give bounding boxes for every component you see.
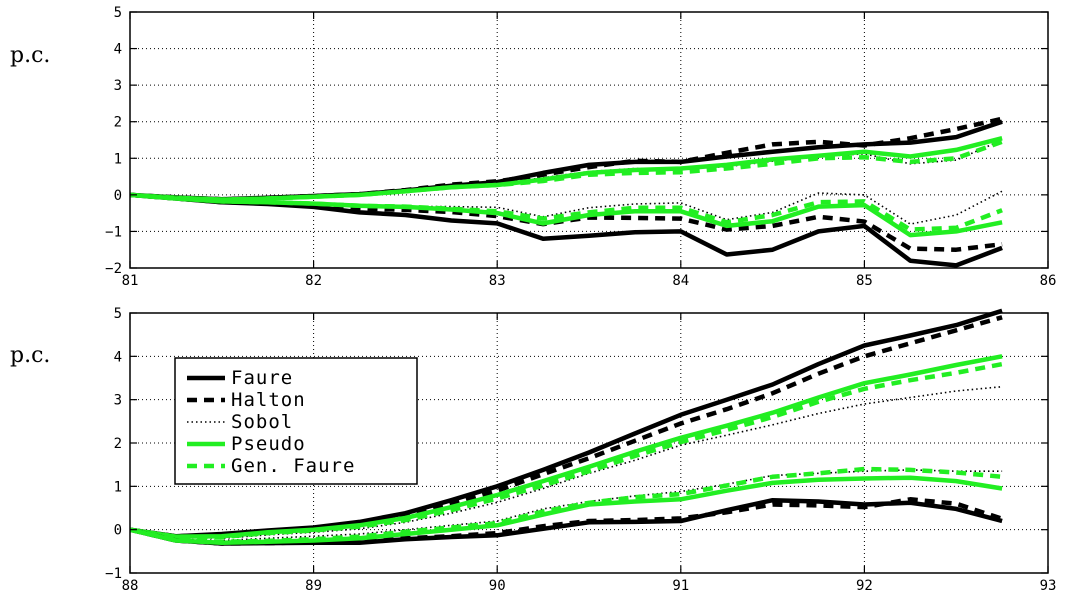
- series-line-sobol: [129, 385, 1003, 540]
- y-axis-label: p.c.: [10, 43, 50, 68]
- x-tick-label: 85: [856, 273, 873, 289]
- series-line-faure: [129, 497, 1003, 546]
- y-tick-label: −1: [105, 566, 122, 582]
- y-axis-label: p.c.: [10, 343, 50, 368]
- x-tick-label: 88: [122, 578, 139, 594]
- y-tick-label: 1: [114, 479, 122, 495]
- series-line-pseudo: [129, 354, 1003, 539]
- x-tick-label: 91: [672, 578, 689, 594]
- y-tick-label: 2: [114, 115, 122, 131]
- legend-label: Halton: [231, 389, 306, 411]
- series-line-gen-faure: [129, 466, 1003, 545]
- series-line-faure: [129, 119, 1003, 202]
- series-line-halton: [129, 315, 1003, 539]
- legend-label: Sobol: [231, 411, 293, 433]
- x-tick-label: 93: [1040, 578, 1057, 594]
- series-line-gen-faure: [129, 139, 1003, 202]
- y-tick-label: 0: [114, 523, 122, 539]
- y-tick-label: −1: [105, 224, 122, 240]
- series-line-sobol: [129, 190, 1003, 225]
- x-tick-label: 92: [856, 578, 873, 594]
- y-tick-label: 3: [114, 393, 122, 409]
- y-tick-label: 0: [114, 188, 122, 204]
- legend-label: Gen. Faure: [231, 455, 355, 477]
- y-tick-label: 5: [114, 306, 122, 322]
- x-tick-label: 83: [489, 273, 506, 289]
- y-tick-label: 4: [114, 349, 122, 365]
- x-tick-label: 84: [672, 273, 689, 289]
- series-line-pseudo: [129, 475, 1003, 545]
- series-line-gen-faure: [129, 192, 1003, 232]
- y-tick-label: 3: [114, 78, 122, 94]
- series-group: [129, 116, 1003, 268]
- legend-label: Pseudo: [231, 433, 306, 455]
- x-tick-label: 82: [305, 273, 322, 289]
- series-group: [129, 308, 1003, 546]
- x-tick-label: 90: [489, 578, 506, 594]
- y-tick-label: 2: [114, 436, 122, 452]
- series-line-halton: [129, 116, 1003, 202]
- y-tick-label: 1: [114, 151, 122, 167]
- axes-frame: [129, 11, 1049, 269]
- x-tick-label: 89: [305, 578, 322, 594]
- y-tick-label: 4: [114, 42, 122, 58]
- series-line-gen-faure: [129, 361, 1003, 540]
- top-panel: 81 82 83 84 85 86 5 4 3 2 1 0 −1 −2 p.c.: [10, 5, 1056, 289]
- x-tick-label: 86: [1040, 273, 1057, 289]
- bottom-panel: 88 89 90 91 92 93 5 4 3 2 1 0 −1 p.c. FaureHaltonSobol…: [10, 306, 1056, 594]
- y-tick-label: 5: [114, 5, 122, 21]
- y-tick-label: −2: [105, 261, 122, 277]
- x-tick-label: 81: [122, 273, 139, 289]
- legend-label: Faure: [231, 367, 293, 389]
